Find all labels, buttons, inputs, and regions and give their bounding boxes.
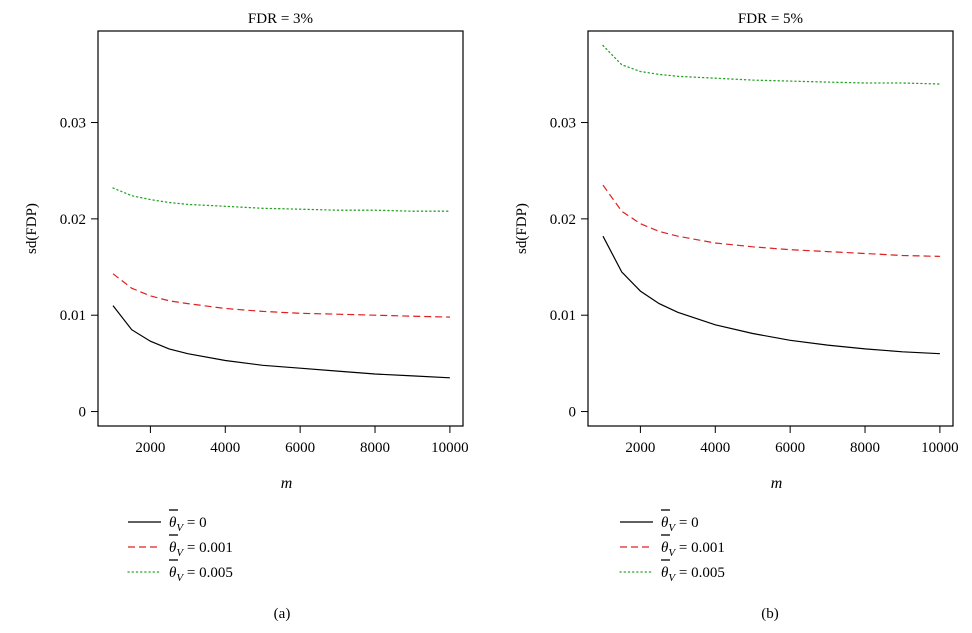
legend-label: θV = 0 [169, 515, 207, 534]
series-line-2 [112, 273, 450, 318]
x-tick-label: 2000 [135, 440, 165, 456]
x-tick-label: 10000 [431, 440, 469, 456]
x-tick-label: 6000 [775, 440, 805, 456]
plot-frame [587, 30, 954, 427]
legend-label: θV = 0.005 [169, 565, 233, 584]
y-tick-label: 0.03 [60, 116, 86, 132]
y-tick-label: 0 [569, 405, 577, 421]
x-tick-label: 4000 [210, 440, 240, 456]
x-tick-label: 6000 [285, 440, 315, 456]
legend-label: θV = 0.001 [169, 540, 233, 559]
series-line-2 [602, 184, 940, 257]
chart-panel-2: FDR = 5% 2000 4000 6000 8000 10000 0 0.01 0.02 0.… [514, 11, 959, 622]
chart-panel-1: FDR = 3% 2000 4000 6000 8000 10000 0 0.01 0.02 0.… [24, 11, 469, 622]
chart-title: FDR = 5% [738, 11, 803, 27]
series-line-1 [602, 235, 940, 355]
series-line-3 [112, 187, 451, 212]
plot-frame [97, 30, 464, 427]
y-tick-label: 0.02 [60, 212, 86, 228]
x-tick-label: 2000 [625, 440, 655, 456]
x-tick-label: 8000 [850, 440, 880, 456]
legend: θV = 0 θV = 0.001 θV = 0.005 [127, 509, 233, 584]
legend-label: θV = 0.005 [661, 565, 725, 584]
y-tick-label: 0.01 [550, 308, 576, 324]
x-tick-label: 10000 [921, 440, 959, 456]
y-tick-label: 0 [79, 405, 87, 421]
series-line-1 [112, 305, 450, 379]
y-axis-label: sd(FDP) [514, 203, 530, 254]
x-axis-label: m [281, 475, 293, 492]
legend-label: θV = 0 [661, 515, 699, 534]
y-axis-label: sd(FDP) [24, 203, 40, 254]
y-tick-label: 0.01 [60, 308, 86, 324]
panel-caption: (b) [761, 606, 779, 622]
y-tick-label: 0.02 [550, 212, 576, 228]
legend-label: θV = 0.001 [661, 540, 725, 559]
chart-title: FDR = 3% [248, 11, 313, 27]
x-axis-label: m [771, 475, 783, 492]
x-tick-label: 8000 [360, 440, 390, 456]
legend: θV = 0 θV = 0.001 θV = 0.005 [619, 509, 725, 584]
y-tick-label: 0.03 [550, 116, 576, 132]
panel-caption: (a) [274, 606, 291, 622]
x-tick-label: 4000 [700, 440, 730, 456]
series-line-3 [602, 44, 941, 85]
